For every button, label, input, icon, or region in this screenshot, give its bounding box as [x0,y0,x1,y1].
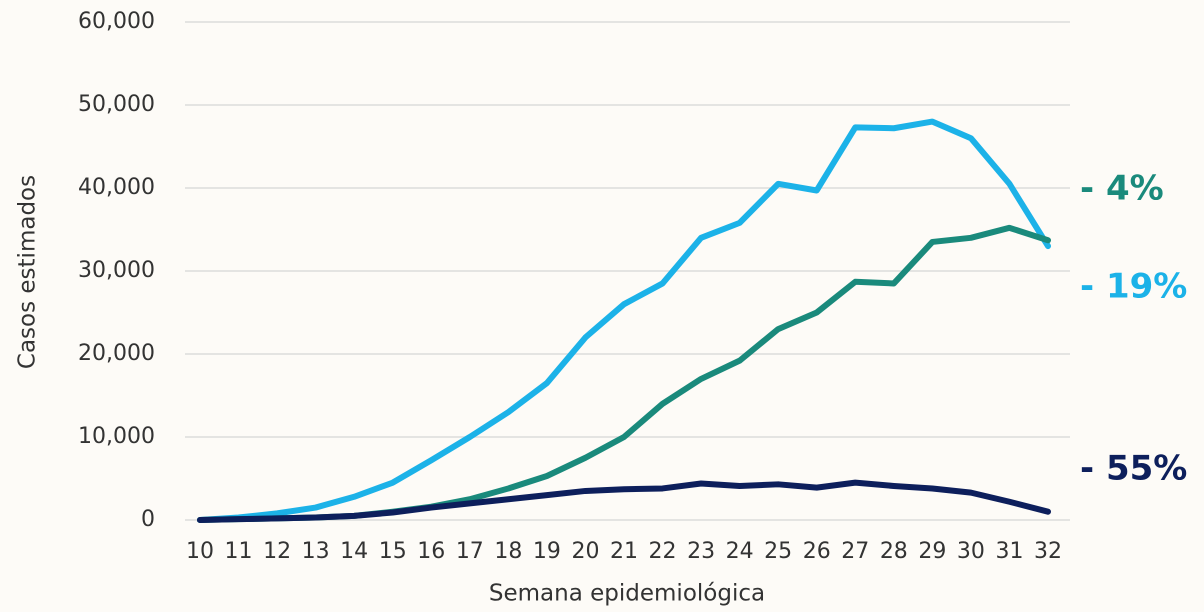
x-tick-label: 18 [494,539,522,564]
series-line [197,118,1051,523]
x-tick-label: 25 [764,539,792,564]
x-tick-label: 17 [456,539,484,564]
x-tick-label: 16 [417,539,445,564]
y-tick-label: 40,000 [78,175,155,200]
x-tick-label: 13 [302,539,330,564]
x-tick-label: 11 [225,539,253,564]
x-tick-label: 14 [340,539,368,564]
x-tick-label: 28 [880,539,908,564]
x-tick-label: 26 [803,539,831,564]
x-tick-label: 10 [186,539,214,564]
x-tick-label: 32 [1034,539,1062,564]
y-tick-label: 10,000 [78,424,155,449]
x-tick-label: 20 [571,539,599,564]
x-tick-label: 12 [263,539,291,564]
y-tick-label: 60,000 [78,9,155,34]
x-axis-label: Semana epidemiológica [489,581,765,607]
x-tick-label: 24 [726,539,754,564]
x-tick-label: 19 [533,539,561,564]
x-tick-label: 30 [957,539,985,564]
x-tick-label: 22 [649,539,677,564]
end-label: - 55% [1080,449,1187,489]
x-tick-label: 31 [995,539,1023,564]
y-tick-label: 50,000 [78,92,155,117]
x-tick-label: 23 [687,539,715,564]
x-tick-label: 15 [379,539,407,564]
series-line [197,479,1051,523]
x-tick-label: 29 [918,539,946,564]
y-axis-label: Casos estimados [15,175,41,369]
y-tick-label: 0 [141,507,155,532]
x-tick-label: 21 [610,539,638,564]
y-tick-label: 30,000 [78,258,155,283]
y-tick-label: 20,000 [78,341,155,366]
end-label: - 19% [1080,267,1187,307]
x-tick-label: 27 [841,539,869,564]
end-label: - 4% [1080,169,1164,209]
